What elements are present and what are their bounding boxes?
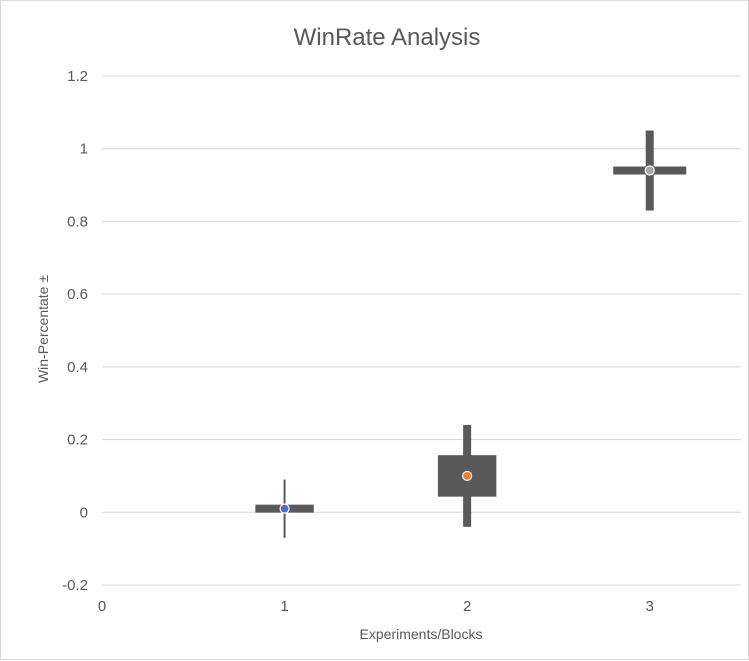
x-tick-label: 0 [98,598,106,615]
point-group-1 [255,479,314,538]
y-tick-label: 0.6 [67,286,88,303]
y-tick-label: 1.2 [67,68,88,85]
y-tick-label: 1 [80,141,88,158]
data-point [279,503,290,514]
data-marks [255,130,687,538]
y-tick-label: 0.4 [67,359,88,376]
gridlines [102,75,741,586]
x-tick-label: 2 [463,598,471,615]
y-tick-label: 0 [80,504,88,521]
y-axis-label: Win-Percentate ± [35,275,51,383]
data-point [644,165,655,176]
y-tick-label: 0.8 [67,213,88,230]
point-group-3 [613,130,687,211]
x-tick-label: 3 [646,598,654,615]
data-point [462,470,473,482]
x-axis-ticks: 0 1 2 3 [98,598,654,615]
x-tick-label: 1 [280,598,288,615]
y-axis-ticks: -0.2 0 0.2 0.4 0.6 0.8 1 1.2 [62,68,88,594]
y-tick-label: -0.2 [62,577,88,594]
point-group-2 [437,425,497,527]
chart-title: WinRate Analysis [294,24,481,51]
x-axis-label: Experiments/Blocks [360,626,483,642]
y-tick-label: 0.2 [67,432,88,449]
